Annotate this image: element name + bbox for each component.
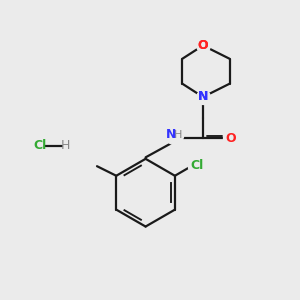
Text: O: O xyxy=(225,132,236,145)
Text: N: N xyxy=(166,128,177,141)
Text: O: O xyxy=(198,39,208,52)
Text: H: H xyxy=(61,139,70,152)
Text: N: N xyxy=(198,91,208,103)
Text: Cl: Cl xyxy=(190,159,204,172)
Text: Cl: Cl xyxy=(34,139,47,152)
Text: N: N xyxy=(198,91,208,103)
Text: O: O xyxy=(198,39,208,52)
Text: H: H xyxy=(174,130,182,140)
